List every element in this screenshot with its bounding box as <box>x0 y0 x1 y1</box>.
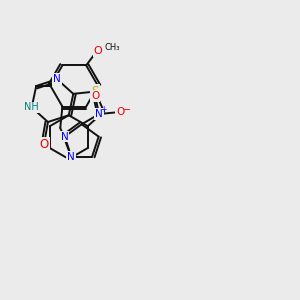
Text: NH: NH <box>24 102 39 112</box>
Text: S: S <box>92 85 99 98</box>
Text: +: + <box>100 105 106 114</box>
Text: N: N <box>61 132 69 142</box>
Text: O: O <box>91 91 99 101</box>
Text: O: O <box>116 107 124 117</box>
Text: N: N <box>95 109 103 119</box>
Text: N: N <box>53 74 61 84</box>
Text: N: N <box>67 152 75 161</box>
Text: O: O <box>39 138 49 151</box>
Text: −: − <box>123 105 131 115</box>
Text: CH₃: CH₃ <box>104 43 120 52</box>
Text: O: O <box>94 46 103 56</box>
